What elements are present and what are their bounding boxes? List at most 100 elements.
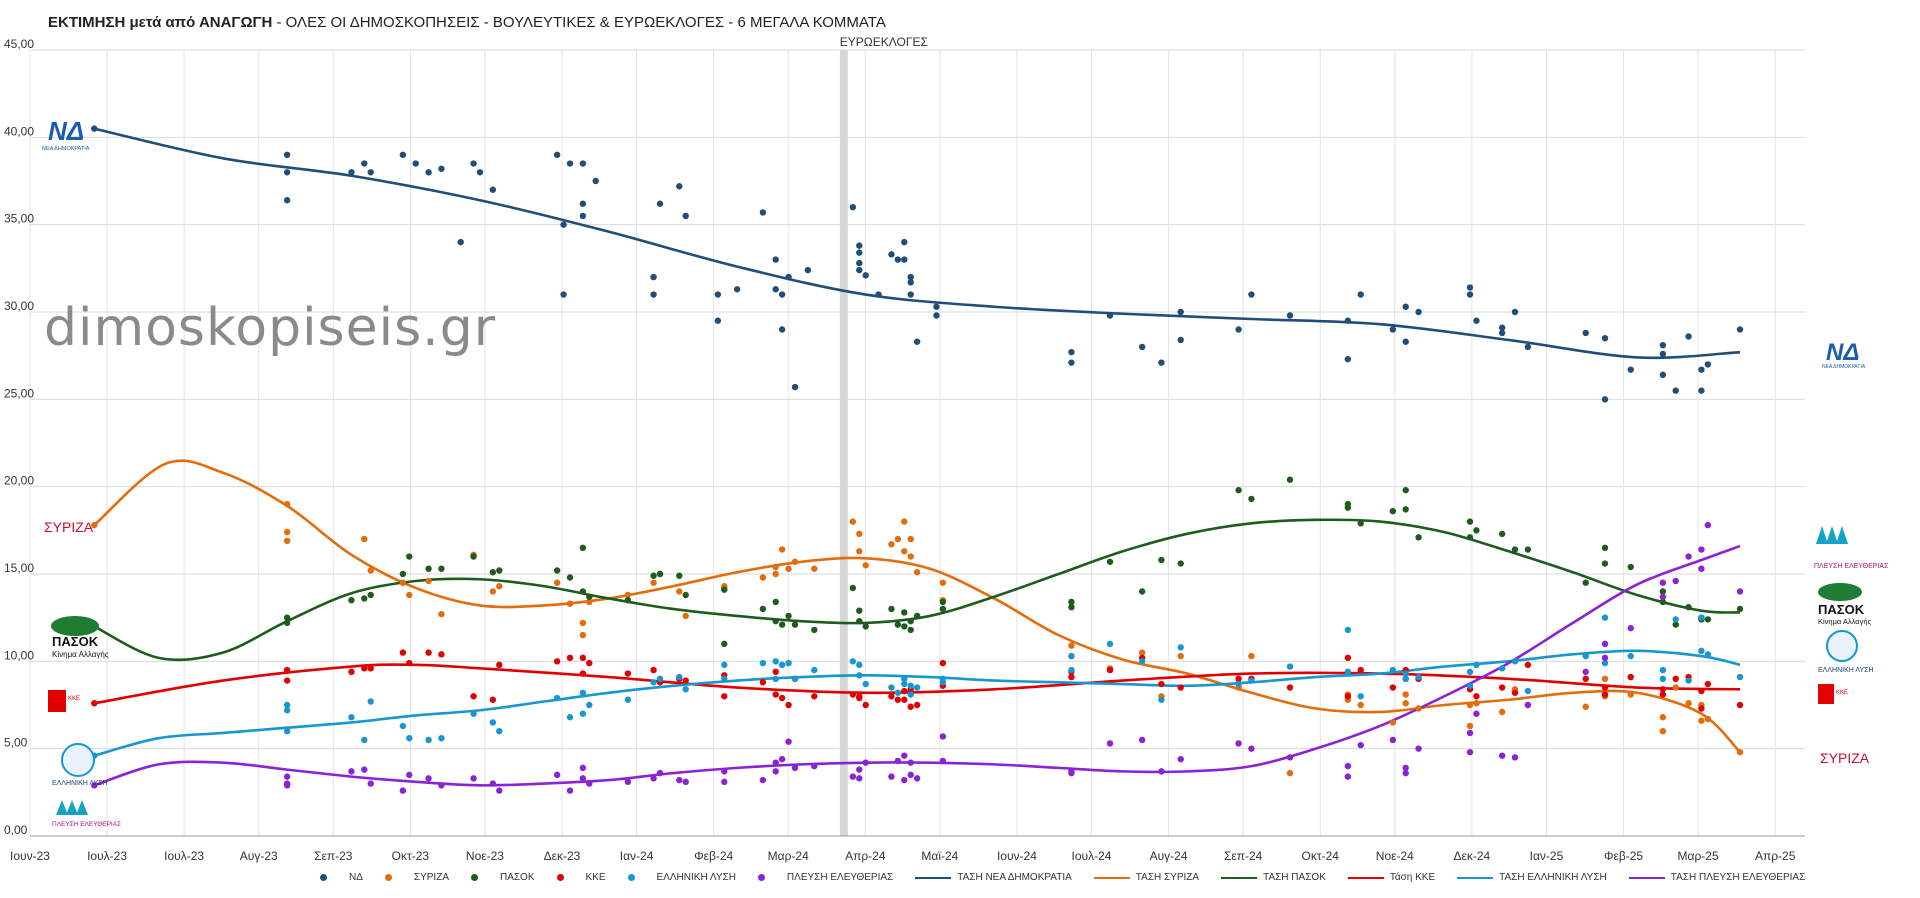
poll-point — [1582, 703, 1589, 710]
x-tick-label: Ιουν-24 — [997, 849, 1037, 863]
poll-point — [907, 291, 914, 298]
poll-point — [1177, 644, 1184, 651]
poll-point — [772, 768, 779, 775]
x-tick-label: Απρ-24 — [845, 849, 886, 863]
poll-point — [579, 212, 587, 220]
poll-point — [1344, 317, 1352, 324]
poll-point — [759, 659, 767, 667]
x-tick-label: Οκτ-24 — [1302, 849, 1340, 863]
poll-point — [1627, 366, 1634, 373]
legend-item: ΚΚΕ — [556, 872, 606, 883]
legend-label: ΤΑΣΗ ΣΥΡΙΖΑ — [1135, 872, 1200, 883]
poll-point — [553, 567, 561, 574]
trend-line — [94, 663, 1741, 705]
poll-point — [1672, 577, 1679, 585]
y-tick-label: 35,00 — [4, 212, 34, 226]
poll-point — [1286, 312, 1294, 319]
poll-point — [894, 256, 902, 263]
poll-point — [772, 691, 779, 698]
poll-point — [1473, 661, 1480, 669]
poll-point — [856, 617, 863, 625]
poll-point — [1511, 546, 1519, 553]
x-tick-label: Μαϊ-24 — [921, 849, 958, 863]
poll-point — [721, 675, 728, 682]
poll-point — [1685, 677, 1692, 684]
poll-point — [1286, 476, 1294, 483]
pasok-logo-mark: ΠΑΣΟΚ — [52, 634, 99, 649]
poll-point — [367, 567, 374, 574]
x-tick-label: Νοε-23 — [466, 849, 504, 863]
poll-point — [849, 584, 857, 592]
poll-point — [1659, 593, 1667, 600]
legend-dot-icon — [470, 874, 478, 881]
legend-dot-icon — [627, 874, 635, 881]
poll-point — [1659, 675, 1667, 682]
poll-point — [682, 686, 689, 693]
poll-point — [1685, 603, 1692, 611]
poll-point — [1736, 673, 1744, 681]
poll-point — [901, 256, 908, 263]
x-tick-label: Ιουλ-23 — [164, 849, 204, 863]
x-tick-label: Δεκ-23 — [544, 849, 581, 863]
syriza-logo-right: ΣΥΡΙΖΑ — [1820, 750, 1870, 766]
poll-point — [862, 701, 869, 709]
x-tick-label: Φεβ-25 — [1604, 849, 1643, 863]
poll-point — [579, 689, 587, 696]
poll-point — [907, 273, 914, 281]
poll-point — [650, 291, 657, 298]
poll-point — [894, 689, 902, 696]
poll-point — [778, 694, 786, 702]
poll-point — [901, 776, 908, 784]
poll-point — [856, 266, 863, 274]
poll-point — [1524, 661, 1532, 669]
poll-point — [1158, 768, 1165, 775]
poll-point — [772, 759, 779, 766]
poll-point — [579, 200, 587, 207]
poll-point — [856, 766, 863, 773]
poll-point — [406, 553, 413, 560]
poll-point — [399, 151, 407, 158]
poll-point — [1659, 666, 1667, 674]
poll-point — [772, 617, 779, 625]
poll-point — [1498, 752, 1506, 759]
poll-point — [721, 586, 728, 593]
y-tick-label: 45,00 — [4, 37, 34, 51]
poll-point — [714, 291, 722, 298]
poll-point — [785, 565, 792, 572]
poll-point — [888, 693, 895, 700]
poll-point — [1511, 308, 1519, 316]
poll-point — [1344, 762, 1352, 770]
poll-point — [367, 591, 374, 599]
poll-point — [785, 612, 792, 620]
poll-point — [1466, 748, 1474, 756]
poll-point — [894, 757, 902, 765]
poll-point — [1068, 673, 1075, 681]
poll-point — [1068, 666, 1075, 674]
poll-point — [856, 242, 863, 249]
poll-point — [1177, 336, 1184, 344]
poll-point — [367, 780, 374, 787]
poll-point — [566, 160, 574, 167]
poll-point — [811, 565, 818, 572]
poll-point — [778, 326, 786, 333]
legend-item: ΝΔ — [320, 872, 363, 883]
poll-point — [682, 677, 689, 684]
poll-point — [933, 303, 940, 310]
poll-point — [1106, 666, 1114, 674]
poll-point — [933, 312, 940, 319]
poll-point — [1357, 520, 1364, 527]
poll-point — [1466, 722, 1474, 730]
poll-point — [367, 169, 374, 176]
poll-point — [1357, 741, 1364, 749]
poll-point — [1344, 504, 1352, 511]
poll-point — [888, 541, 895, 548]
poll-point — [438, 165, 445, 172]
compass-icon — [61, 743, 95, 777]
poll-point — [91, 125, 98, 132]
poll-point — [361, 736, 368, 744]
poll-point — [1106, 740, 1114, 747]
poll-point — [650, 273, 657, 281]
poll-point — [733, 286, 741, 293]
poll-point — [1473, 710, 1480, 717]
